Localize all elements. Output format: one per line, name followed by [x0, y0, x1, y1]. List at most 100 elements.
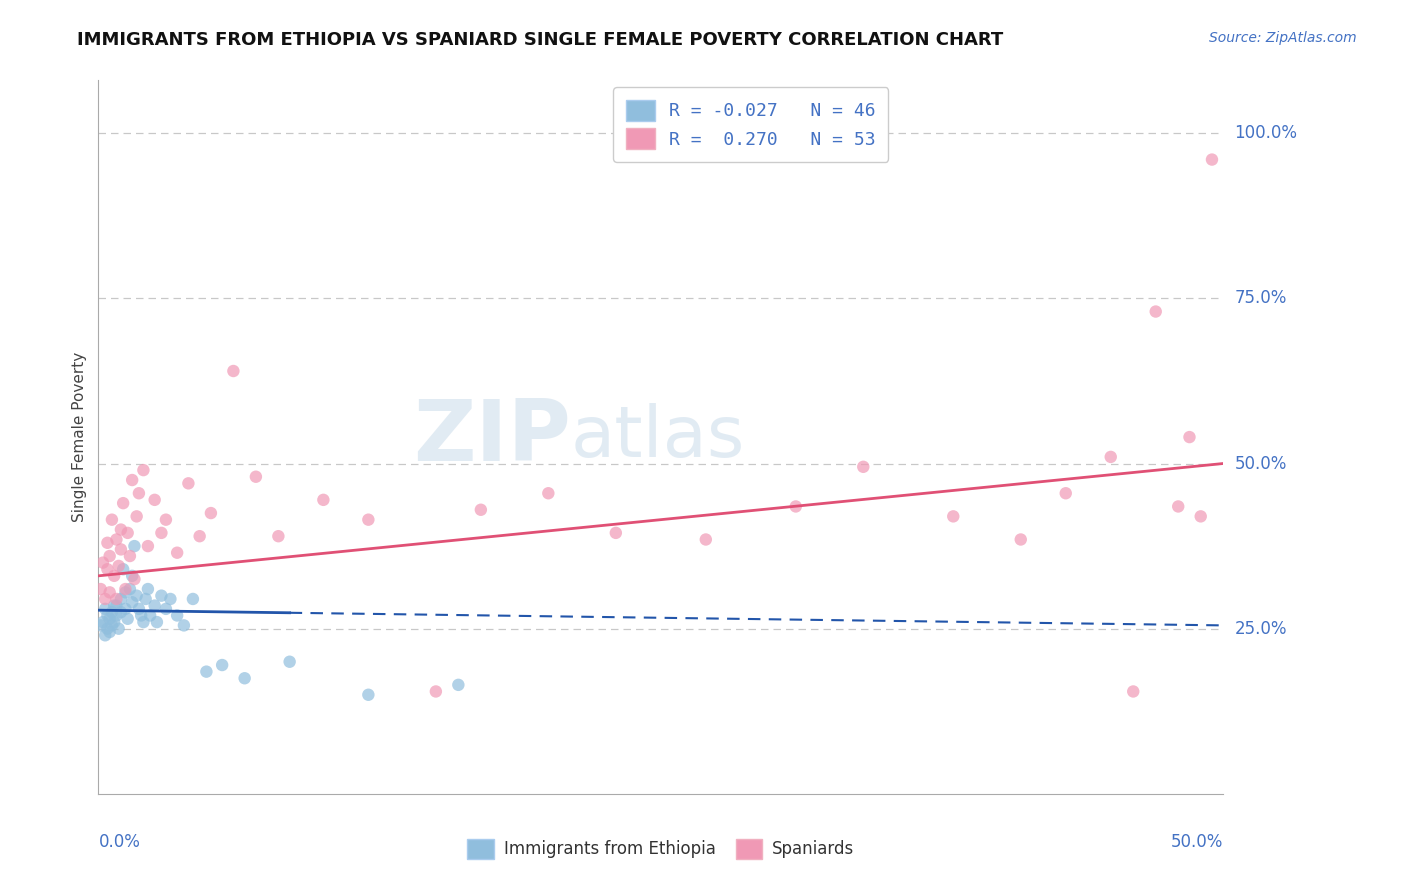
Point	[278, 655, 301, 669]
Point	[245, 469, 267, 483]
Point	[91, 556, 114, 570]
Point	[125, 589, 148, 603]
Point	[96, 622, 118, 636]
Point	[139, 608, 162, 623]
Point	[110, 605, 132, 619]
Point	[96, 536, 118, 550]
Point	[121, 569, 143, 583]
Point	[105, 591, 128, 606]
Point	[1122, 684, 1144, 698]
Point	[1099, 450, 1122, 464]
Point	[425, 684, 447, 698]
Point	[96, 608, 118, 623]
Point	[785, 500, 807, 514]
Point	[94, 591, 117, 606]
Point	[357, 688, 380, 702]
Point	[103, 615, 125, 629]
Point	[173, 618, 195, 632]
Point	[1178, 430, 1201, 444]
Point	[94, 628, 117, 642]
Point	[98, 625, 121, 640]
Text: IMMIGRANTS FROM ETHIOPIA VS SPANIARD SINGLE FEMALE POVERTY CORRELATION CHART: IMMIGRANTS FROM ETHIOPIA VS SPANIARD SIN…	[77, 31, 1004, 49]
Point	[110, 591, 132, 606]
Point	[155, 602, 177, 616]
Point	[1010, 533, 1032, 547]
Text: 75.0%: 75.0%	[1234, 289, 1286, 308]
Point	[125, 509, 148, 524]
Text: 50.0%: 50.0%	[1171, 833, 1223, 851]
Point	[105, 608, 128, 623]
Point	[128, 486, 150, 500]
Point	[136, 582, 159, 596]
Point	[114, 582, 136, 596]
Point	[114, 585, 136, 599]
Point	[155, 513, 177, 527]
Point	[695, 533, 717, 547]
Point	[143, 492, 166, 507]
Text: atlas: atlas	[571, 402, 745, 472]
Point	[118, 549, 141, 563]
Point	[101, 605, 124, 619]
Point	[1144, 304, 1167, 318]
Point	[143, 599, 166, 613]
Point	[195, 665, 218, 679]
Point	[447, 678, 470, 692]
Text: 25.0%: 25.0%	[1234, 620, 1286, 638]
Point	[1054, 486, 1077, 500]
Point	[103, 569, 125, 583]
Point	[188, 529, 211, 543]
Point	[357, 513, 380, 527]
Point	[103, 599, 125, 613]
Point	[312, 492, 335, 507]
Point	[112, 496, 135, 510]
Point	[233, 671, 256, 685]
Point	[1189, 509, 1212, 524]
Point	[537, 486, 560, 500]
Point	[129, 608, 152, 623]
Point	[470, 502, 492, 516]
Point	[114, 602, 136, 616]
Point	[150, 589, 173, 603]
Point	[101, 513, 124, 527]
Point	[110, 542, 132, 557]
Point	[98, 549, 121, 563]
Text: Source: ZipAtlas.com: Source: ZipAtlas.com	[1209, 31, 1357, 45]
Point	[96, 562, 118, 576]
Y-axis label: Single Female Poverty: Single Female Poverty	[72, 352, 87, 522]
Point	[150, 525, 173, 540]
Point	[117, 612, 139, 626]
Point	[132, 615, 155, 629]
Point	[166, 608, 188, 623]
Point	[177, 476, 200, 491]
Point	[90, 618, 112, 632]
Legend: Immigrants from Ethiopia, Spaniards: Immigrants from Ethiopia, Spaniards	[460, 832, 862, 865]
Point	[117, 525, 139, 540]
Point	[1167, 500, 1189, 514]
Point	[124, 539, 146, 553]
Point	[222, 364, 245, 378]
Point	[94, 602, 117, 616]
Point	[128, 602, 150, 616]
Point	[159, 591, 181, 606]
Text: ZIP: ZIP	[413, 395, 571, 479]
Point	[98, 612, 121, 626]
Point	[135, 591, 157, 606]
Text: 100.0%: 100.0%	[1234, 124, 1298, 142]
Point	[90, 582, 112, 596]
Point	[146, 615, 169, 629]
Point	[1201, 153, 1223, 167]
Text: 0.0%: 0.0%	[98, 833, 141, 851]
Point	[107, 558, 129, 573]
Point	[101, 618, 124, 632]
Point	[267, 529, 290, 543]
Point	[105, 533, 128, 547]
Text: 50.0%: 50.0%	[1234, 455, 1286, 473]
Point	[166, 546, 188, 560]
Point	[200, 506, 222, 520]
Point	[124, 572, 146, 586]
Point	[942, 509, 965, 524]
Point	[107, 622, 129, 636]
Point	[211, 658, 233, 673]
Point	[605, 525, 627, 540]
Point	[112, 562, 135, 576]
